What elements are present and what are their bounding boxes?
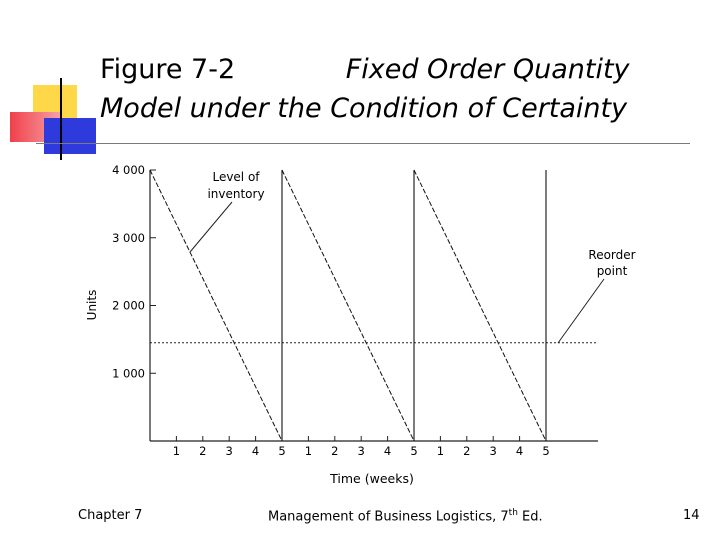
x-tick-label: 1 — [173, 444, 180, 458]
slide-title-line-1: Figure 7-2 Fixed Order Quantity — [100, 54, 630, 85]
footer-book-sup: th — [508, 508, 518, 518]
slide-title-line-2: Model under the Condition of Certainty — [100, 93, 628, 124]
footer-chapter: Chapter 7 — [78, 508, 143, 523]
x-tick-label: 4 — [384, 444, 391, 458]
title-figure-number: Figure 7-2 — [100, 54, 236, 85]
footer-book-title: Management of Business Logistics, 7th Ed… — [268, 508, 543, 524]
x-tick-label: 3 — [226, 444, 233, 458]
x-ticks: 1 2 3 4 5 1 2 3 4 5 1 2 3 4 5 — [173, 436, 550, 458]
footer-book-main: Management of Business Logistics, 7 — [268, 509, 509, 525]
x-tick-label: 4 — [252, 444, 259, 458]
annotation-inventory-line1: Level of — [212, 170, 260, 184]
annotation-reorder-pointer — [557, 278, 605, 344]
annotation-reorder-line1: Reorder — [588, 248, 635, 262]
accent-horizontal-rule — [36, 143, 690, 144]
x-tick-label: 3 — [490, 444, 497, 458]
x-tick-label: 2 — [199, 444, 206, 458]
footer-page-number: 14 — [683, 508, 700, 523]
title-italic-part-1: Fixed Order Quantity — [345, 54, 630, 85]
y-tick-label: 1 000 — [112, 366, 145, 380]
x-tick-label: 5 — [278, 444, 285, 458]
x-tick-label: 2 — [463, 444, 470, 458]
annotation-inventory-line2: inventory — [207, 187, 264, 201]
depletion-segment — [149, 169, 283, 442]
x-tick-label: 1 — [305, 444, 312, 458]
accent-vertical-rule — [60, 78, 62, 160]
y-tick-label: 2 000 — [112, 299, 145, 313]
y-tick-label: 3 000 — [112, 231, 145, 245]
depletion-segment — [413, 169, 547, 442]
y-axis-label: Units — [85, 290, 99, 321]
x-tick-label: 5 — [410, 444, 417, 458]
x-tick-label: 2 — [331, 444, 338, 458]
x-tick-label: 3 — [358, 444, 365, 458]
y-tick-label: 4 000 — [112, 163, 145, 177]
annotation-reorder-line2: point — [597, 264, 628, 278]
x-tick-label: 1 — [437, 444, 444, 458]
accent-blue-block — [44, 118, 96, 154]
x-axis-label: Time (weeks) — [329, 471, 414, 486]
x-tick-label: 5 — [542, 444, 549, 458]
x-tick-label: 4 — [516, 444, 523, 458]
y-ticks: 1 000 2 000 3 000 4 000 — [112, 163, 156, 380]
annotation-inventory-pointer — [189, 201, 233, 253]
depletion-segment — [281, 169, 415, 442]
inventory-series — [149, 169, 547, 442]
footer-book-end: Ed. — [517, 509, 543, 525]
